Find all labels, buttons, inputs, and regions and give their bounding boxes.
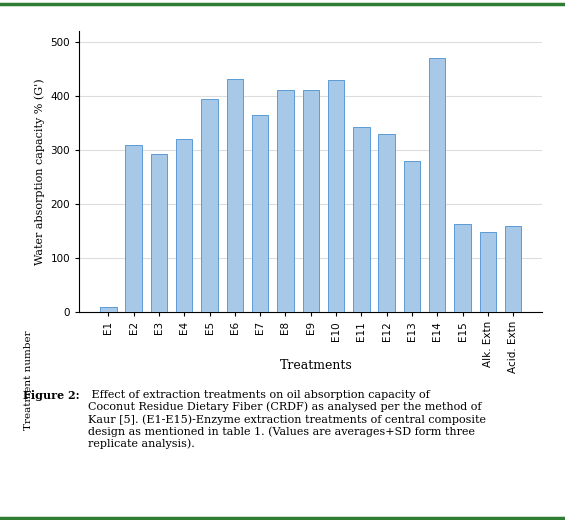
- Text: Treatment number: Treatment number: [24, 330, 33, 430]
- Text: Treatments: Treatments: [280, 359, 353, 372]
- Bar: [227, 79, 243, 312]
- Text: Figure 2:: Figure 2:: [23, 390, 79, 401]
- Bar: [176, 139, 193, 312]
- Bar: [404, 161, 420, 312]
- Bar: [429, 58, 445, 312]
- Bar: [328, 80, 344, 312]
- Bar: [454, 224, 471, 312]
- Bar: [277, 89, 294, 312]
- Bar: [201, 99, 218, 312]
- Bar: [505, 226, 521, 312]
- Bar: [480, 232, 496, 312]
- Bar: [379, 134, 395, 312]
- Y-axis label: Water absorption capacity % (G'): Water absorption capacity % (G'): [34, 79, 45, 265]
- Bar: [302, 89, 319, 312]
- Bar: [125, 145, 142, 312]
- Text: Effect of extraction treatments on oil absorption capacity of
Coconut Residue Di: Effect of extraction treatments on oil a…: [88, 390, 485, 449]
- Bar: [353, 127, 370, 312]
- Bar: [151, 154, 167, 312]
- Bar: [100, 307, 116, 312]
- Bar: [252, 115, 268, 312]
